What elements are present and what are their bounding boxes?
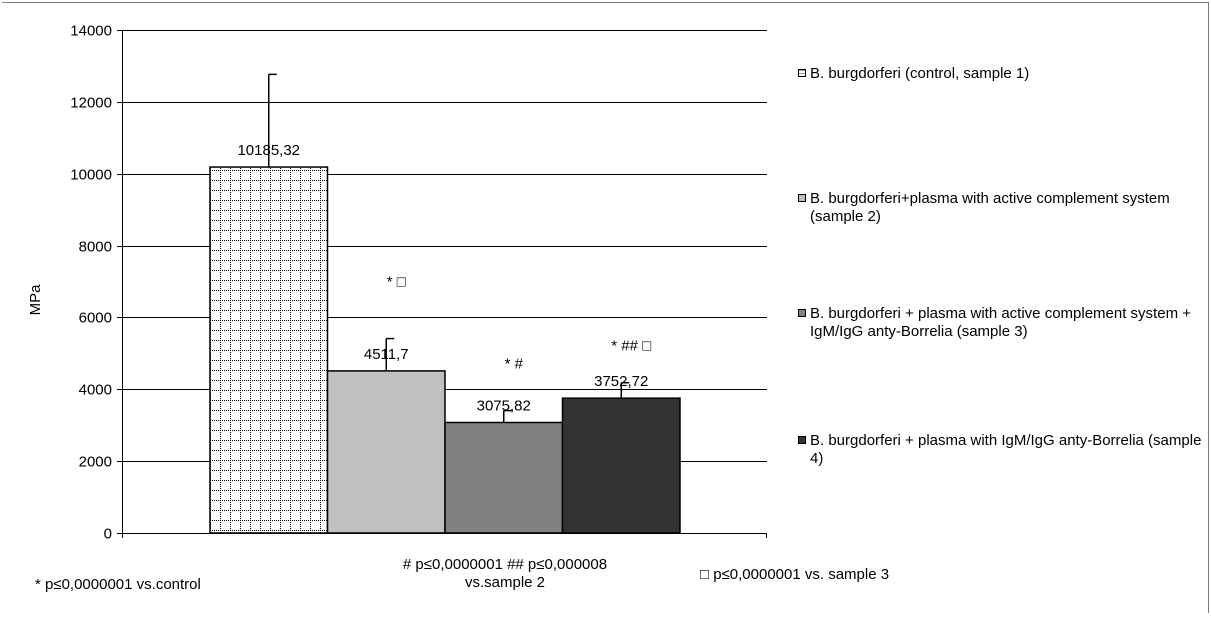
y-axis-label: MPa bbox=[27, 284, 44, 316]
legend-swatch-sample-4 bbox=[798, 436, 806, 444]
note-line-1: # p≤0,0000001 ## p≤0,000008 bbox=[402, 556, 608, 573]
note-significance-sample-2: # p≤0,0000001 ## p≤0,000008 vs.sample 2 bbox=[380, 556, 630, 592]
y-tick-label: 0 bbox=[104, 526, 112, 543]
legend-swatch-sample-3 bbox=[798, 309, 806, 317]
legend-label: B. burgdorferi + plasma with active comp… bbox=[810, 305, 1191, 340]
note-significance-sample-3: □ p≤0,0000001 vs. sample 3 bbox=[700, 566, 890, 583]
y-tick-label: 6000 bbox=[79, 310, 112, 327]
y-tick-label: 2000 bbox=[79, 454, 112, 471]
note-significance-control: * p≤0,0000001 vs.control bbox=[35, 576, 201, 593]
legend-swatch-sample-1 bbox=[798, 69, 806, 77]
y-tick-label: 4000 bbox=[79, 382, 112, 399]
bar-sample-3 bbox=[444, 421, 564, 534]
legend-swatch-sample-2 bbox=[798, 194, 806, 202]
data-label: 3075,82 bbox=[477, 397, 531, 414]
significance-annotation: * ## □ bbox=[611, 338, 651, 355]
data-label: 3752,72 bbox=[594, 373, 648, 390]
legend-label: B. burgdorferi + plasma with IgM/IgG ant… bbox=[810, 432, 1202, 467]
legend-label: B. burgdorferi (control, sample 1) bbox=[810, 65, 1030, 82]
data-label: 4511,7 bbox=[364, 346, 409, 363]
significance-annotation: * □ bbox=[387, 274, 406, 291]
y-tick-label: 14000 bbox=[70, 23, 112, 40]
data-label: 10185,32 bbox=[237, 142, 300, 159]
y-tick-label: 12000 bbox=[70, 95, 112, 112]
bar-sample-1 bbox=[209, 166, 329, 534]
bar-sample-2 bbox=[326, 370, 446, 534]
y-tick-label: 10000 bbox=[70, 167, 112, 184]
y-tick-label: 8000 bbox=[79, 239, 112, 256]
bar-sample-4 bbox=[561, 397, 681, 534]
legend-label: B. burgdorferi+plasma with active comple… bbox=[810, 190, 1170, 225]
significance-annotation: * # bbox=[505, 356, 524, 373]
note-line-2: vs.sample 2 bbox=[464, 574, 546, 591]
